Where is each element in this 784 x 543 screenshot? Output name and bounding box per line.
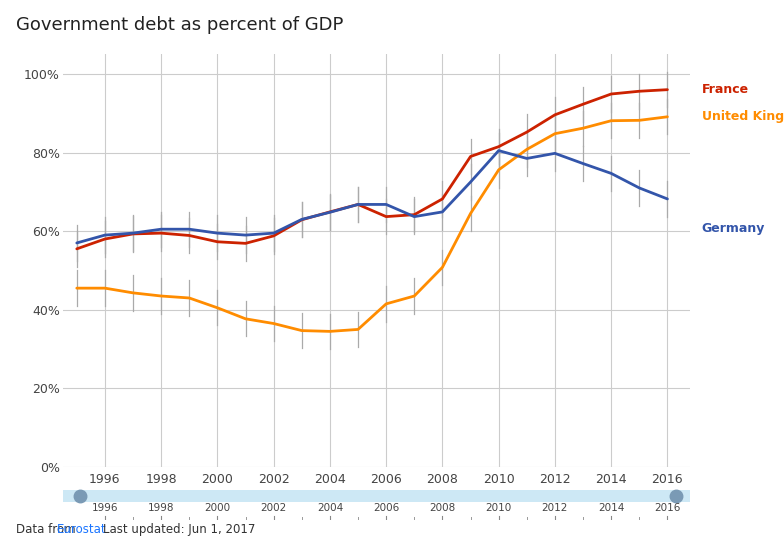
Text: 2008: 2008 xyxy=(430,503,456,513)
Text: France: France xyxy=(702,83,749,96)
Text: 1996: 1996 xyxy=(92,503,118,513)
Text: Germany: Germany xyxy=(702,222,765,235)
Text: 1998: 1998 xyxy=(148,503,174,513)
Text: 2010: 2010 xyxy=(485,503,512,513)
Text: 2014: 2014 xyxy=(598,503,624,513)
Text: 2002: 2002 xyxy=(260,503,287,513)
Text: 2004: 2004 xyxy=(317,503,343,513)
Text: 2012: 2012 xyxy=(542,503,568,513)
Text: Data from: Data from xyxy=(16,523,79,536)
Text: 2000: 2000 xyxy=(205,503,230,513)
Text: Last updated: Jun 1, 2017: Last updated: Jun 1, 2017 xyxy=(88,523,255,536)
Text: United Kingdom: United Kingdom xyxy=(702,110,784,123)
Text: 2006: 2006 xyxy=(373,503,399,513)
Text: Government debt as percent of GDP: Government debt as percent of GDP xyxy=(16,16,343,34)
Text: Eurostat: Eurostat xyxy=(57,523,107,536)
Text: 2016: 2016 xyxy=(654,503,681,513)
